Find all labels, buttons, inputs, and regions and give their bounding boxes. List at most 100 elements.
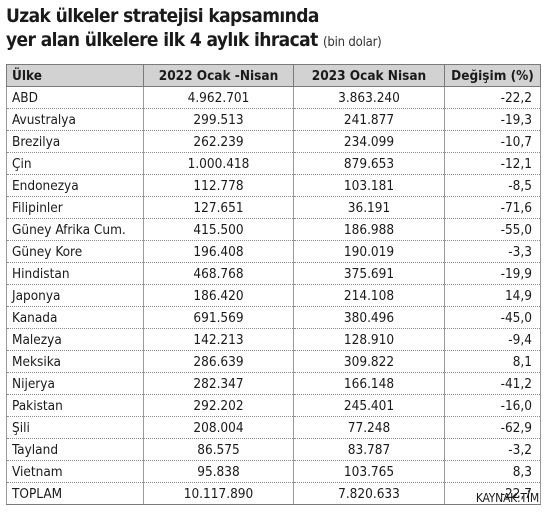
title-line-1: Uzak ülkeler stratejisi kapsamında <box>6 5 319 27</box>
table-body: ABD 4.962.701 3.863.240 -22,2 Avustralya 299.… <box>6 86 541 505</box>
cell-2023: 190.019 <box>293 240 445 263</box>
cell-2023: 36.191 <box>293 196 445 219</box>
header-country: Ülke <box>6 64 144 87</box>
cell-2023: 83.787 <box>293 438 445 461</box>
cell-change: -22,7 <box>444 482 541 505</box>
cell-change: 8,1 <box>444 350 541 373</box>
cell-country: Nijerya <box>6 372 144 395</box>
table-row: Meksika 286.639 309.822 8,1 <box>6 350 541 373</box>
cell-2023: 103.181 <box>293 174 445 197</box>
cell-change: -45,0 <box>444 306 541 329</box>
table-row: ABD 4.962.701 3.863.240 -22,2 <box>6 86 541 109</box>
table-row: Şili 208.004 77.248 -62,9 <box>6 416 541 439</box>
table-row: Vietnam 95.838 103.765 8,3 <box>6 460 541 483</box>
cell-2022: 282.347 <box>143 372 294 395</box>
cell-country: Brezilya <box>6 130 144 153</box>
cell-2022: 127.651 <box>143 196 294 219</box>
table-row: TOPLAM 10.117.890 7.820.633 -22,7 <box>6 482 541 505</box>
cell-2022: 86.575 <box>143 438 294 461</box>
cell-change: -22,2 <box>444 86 541 109</box>
cell-country: Güney Kore <box>6 240 144 263</box>
table-row: Avustralya 299.513 241.877 -19,3 <box>6 108 541 131</box>
table-row: Brezilya 262.239 234.099 -10,7 <box>6 130 541 153</box>
table-row: Malezya 142.213 128.910 -9,4 <box>6 328 541 351</box>
cell-2022: 299.513 <box>143 108 294 131</box>
cell-change: -16,0 <box>444 394 541 417</box>
cell-2022: 292.202 <box>143 394 294 417</box>
cell-2023: 103.765 <box>293 460 445 483</box>
cell-2022: 1.000.418 <box>143 152 294 175</box>
title-line-2: yer alan ülkelere ilk 4 aylık ihracat (b… <box>6 28 382 55</box>
cell-2023: 879.653 <box>293 152 445 175</box>
cell-country: Hindistan <box>6 262 144 285</box>
cell-2023: 77.248 <box>293 416 445 439</box>
table-row: Nijerya 282.347 166.148 -41,2 <box>6 372 541 395</box>
cell-2023: 245.401 <box>293 394 445 417</box>
table-row: Endonezya 112.778 103.181 -8,5 <box>6 174 541 197</box>
cell-2023: 166.148 <box>293 372 445 395</box>
cell-2023: 214.108 <box>293 284 445 307</box>
cell-change: -62,9 <box>444 416 541 439</box>
cell-country: Vietnam <box>6 460 144 483</box>
cell-2023: 234.099 <box>293 130 445 153</box>
table-row: Pakistan 292.202 245.401 -16,0 <box>6 394 541 417</box>
table-row: Güney Afrika Cum. 415.500 186.988 -55,0 <box>6 218 541 241</box>
cell-change: -19,3 <box>444 108 541 131</box>
unit-label: (bin dolar) <box>323 35 382 50</box>
cell-2022: 286.639 <box>143 350 294 373</box>
cell-2022: 10.117.890 <box>143 482 294 505</box>
cell-country: Şili <box>6 416 144 439</box>
cell-change: 8,3 <box>444 460 541 483</box>
cell-change: -12,1 <box>444 152 541 175</box>
cell-2022: 112.778 <box>143 174 294 197</box>
cell-country: Avustralya <box>6 108 144 131</box>
table-row: Kanada 691.569 380.496 -45,0 <box>6 306 541 329</box>
cell-country: Filipinler <box>6 196 144 219</box>
cell-2022: 691.569 <box>143 306 294 329</box>
cell-change: -9,4 <box>444 328 541 351</box>
cell-2022: 186.420 <box>143 284 294 307</box>
cell-2023: 380.496 <box>293 306 445 329</box>
export-table: Ülke 2022 Ocak -Nisan 2023 Ocak Nisan De… <box>6 64 541 505</box>
cell-change: -8,5 <box>444 174 541 197</box>
cell-2023: 128.910 <box>293 328 445 351</box>
cell-2023: 309.822 <box>293 350 445 373</box>
cell-2022: 468.768 <box>143 262 294 285</box>
cell-2023: 186.988 <box>293 218 445 241</box>
cell-2023: 7.820.633 <box>293 482 445 505</box>
header-2023: 2023 Ocak Nisan <box>293 64 445 87</box>
cell-country: Kanada <box>6 306 144 329</box>
cell-change: -41,2 <box>444 372 541 395</box>
cell-country: Pakistan <box>6 394 144 417</box>
source-label: KAYNAK:TİM <box>475 491 539 505</box>
cell-2022: 4.962.701 <box>143 86 294 109</box>
cell-2022: 262.239 <box>143 130 294 153</box>
header-change: Değişim (%) <box>444 64 541 87</box>
cell-country: Endonezya <box>6 174 144 197</box>
title-line-2-text: yer alan ülkelere ilk 4 aylık ihracat <box>6 29 318 51</box>
table-header-row: Ülke 2022 Ocak -Nisan 2023 Ocak Nisan De… <box>6 64 541 87</box>
cell-change: -3,3 <box>444 240 541 263</box>
cell-2022: 196.408 <box>143 240 294 263</box>
cell-2023: 375.691 <box>293 262 445 285</box>
table-row: Filipinler 127.651 36.191 -71,6 <box>6 196 541 219</box>
cell-2022: 142.213 <box>143 328 294 351</box>
cell-2022: 95.838 <box>143 460 294 483</box>
table-row: Çin 1.000.418 879.653 -12,1 <box>6 152 541 175</box>
cell-country: Güney Afrika Cum. <box>6 218 144 241</box>
cell-change: -3,2 <box>444 438 541 461</box>
cell-change: 14,9 <box>444 284 541 307</box>
cell-change: -10,7 <box>444 130 541 153</box>
cell-country: Çin <box>6 152 144 175</box>
table-row: Hindistan 468.768 375.691 -19,9 <box>6 262 541 285</box>
cell-2022: 415.500 <box>143 218 294 241</box>
cell-country: TOPLAM <box>6 482 144 505</box>
table-row: Japonya 186.420 214.108 14,9 <box>6 284 541 307</box>
cell-2023: 241.877 <box>293 108 445 131</box>
cell-country: Japonya <box>6 284 144 307</box>
cell-country: Malezya <box>6 328 144 351</box>
cell-change: -71,6 <box>444 196 541 219</box>
header-2022: 2022 Ocak -Nisan <box>143 64 294 87</box>
cell-country: Tayland <box>6 438 144 461</box>
cell-2023: 3.863.240 <box>293 86 445 109</box>
